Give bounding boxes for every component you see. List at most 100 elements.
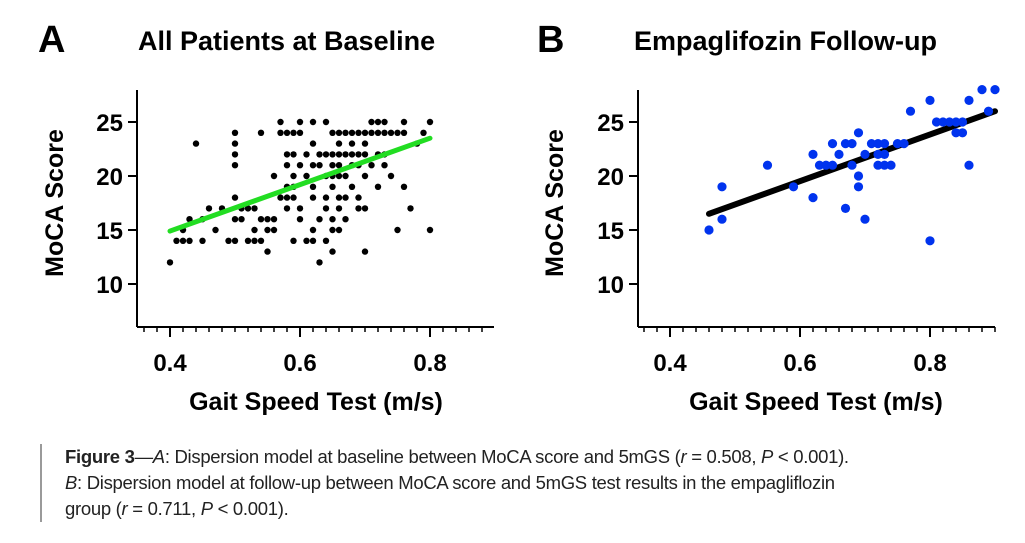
figure-caption: Figure 3—A: Dispersion model at baseline…: [40, 444, 1025, 522]
x-tick-label: 0.8: [413, 350, 446, 377]
data-point: [244, 237, 252, 244]
data-point: [342, 129, 349, 136]
data-point: [335, 151, 343, 158]
data-point: [925, 236, 935, 246]
data-point: [335, 205, 343, 212]
data-point: [257, 237, 265, 244]
data-point: [335, 226, 343, 234]
data-point: [316, 162, 323, 169]
y-tick-label: 10: [597, 272, 624, 299]
data-point: [361, 248, 369, 255]
data-point: [303, 237, 310, 244]
axes: 10 15 20 25 0.4 0.6 0.8: [96, 90, 494, 377]
data-point: [231, 194, 239, 201]
data-point: [905, 106, 916, 116]
data-point: [827, 139, 838, 149]
p-value: < 0.001).: [773, 446, 849, 467]
data-point: [847, 139, 857, 149]
data-point: [283, 205, 291, 212]
data-point: [342, 194, 349, 201]
data-point: [374, 183, 382, 190]
data-point: [309, 162, 317, 169]
data-point: [348, 151, 356, 158]
data-point: [847, 160, 857, 170]
data-point: [387, 129, 395, 136]
r-value: = 0.508,: [686, 446, 762, 467]
data-point: [394, 226, 401, 234]
data-point: [322, 118, 330, 126]
data-point: [374, 118, 382, 126]
data-point: [964, 95, 974, 105]
p-symbol: P: [761, 446, 774, 467]
regression-line: [167, 135, 433, 234]
data-point: [335, 140, 343, 147]
y-tick-label: 15: [597, 218, 624, 245]
caption-dash: —: [134, 446, 154, 467]
data-point: [899, 139, 909, 149]
data-point: [290, 129, 297, 136]
data-point: [296, 205, 304, 212]
data-point: [251, 237, 258, 244]
data-point: [977, 85, 987, 95]
data-point: [374, 129, 382, 136]
data-point: [322, 237, 330, 244]
data-point: [322, 151, 330, 158]
data-point: [231, 129, 239, 136]
caption-line-2: B: Dispersion model at follow-up between…: [65, 470, 1025, 496]
data-point: [892, 139, 903, 149]
data-points: [166, 118, 434, 266]
data-point: [329, 248, 336, 255]
data-point: [342, 172, 349, 180]
data-point: [808, 193, 818, 203]
x-tick-label: 0.4: [153, 350, 187, 377]
data-point: [309, 237, 317, 244]
caption-panel-b: B: [65, 472, 78, 493]
data-point: [277, 129, 284, 136]
data-point: [309, 226, 317, 234]
data-point: [407, 205, 414, 212]
data-point: [400, 118, 408, 126]
x-tick-label: 0.4: [653, 350, 687, 377]
data-point: [296, 118, 304, 126]
y-tick-label: 20: [96, 164, 123, 191]
y-axis-label: MoCA Score: [541, 129, 569, 277]
panel-title: Empaglifozin Follow-up: [634, 26, 937, 56]
data-point: [309, 194, 317, 201]
data-point: [426, 226, 434, 234]
x-tick-label: 0.6: [283, 350, 316, 377]
data-point: [329, 226, 336, 234]
data-point: [381, 129, 388, 136]
y-tick-label: 15: [96, 218, 123, 245]
y-tick-label: 25: [96, 110, 123, 137]
data-point: [231, 140, 239, 147]
data-point: [231, 237, 239, 244]
data-point: [257, 129, 265, 136]
data-point: [329, 162, 336, 169]
data-point: [368, 118, 375, 126]
caption-line-3: group (r = 0.711, P < 0.001).: [65, 496, 1025, 522]
data-point: [264, 248, 271, 255]
data-point: [186, 216, 193, 223]
r-symbol: r: [680, 446, 687, 467]
data-point: [283, 151, 291, 158]
data-point: [316, 216, 323, 223]
data-point: [231, 162, 239, 169]
figure-label: Figure 3: [65, 446, 135, 467]
data-point: [296, 129, 304, 136]
data-point: [873, 139, 883, 149]
data-point: [853, 128, 864, 138]
p-value: < 0.001).: [212, 498, 289, 519]
data-point: [212, 226, 219, 234]
r-value: = 0.711,: [127, 498, 201, 519]
panel-title: All Patients at Baseline: [138, 26, 435, 56]
data-point: [225, 237, 232, 244]
data-point: [264, 216, 271, 223]
data-point: [368, 162, 375, 169]
x-axis-label: Gait Speed Test (m/s): [189, 388, 443, 416]
data-point: [951, 117, 961, 127]
data-point: [355, 194, 362, 201]
data-point: [251, 205, 258, 212]
caption-text: group (: [65, 498, 122, 519]
data-point: [860, 214, 870, 224]
data-point: [938, 117, 948, 127]
